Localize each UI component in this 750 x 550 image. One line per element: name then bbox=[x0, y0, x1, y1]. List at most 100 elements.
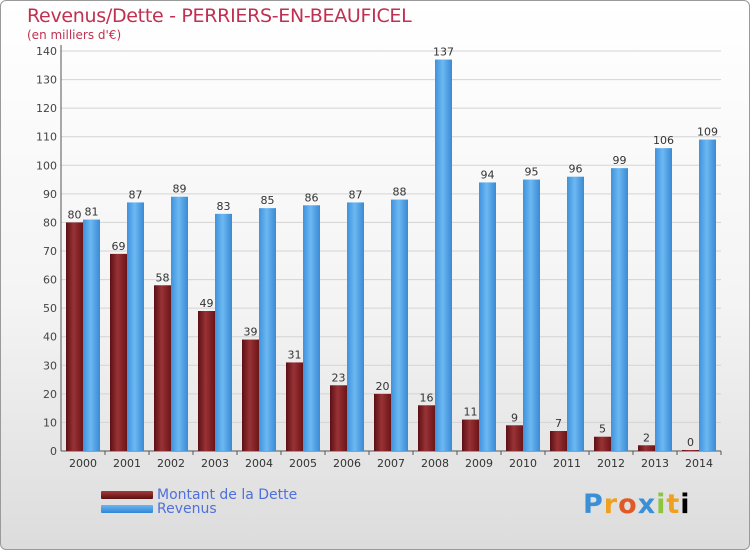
y-tick-label: 10 bbox=[43, 416, 57, 429]
data-label: 88 bbox=[393, 186, 407, 199]
x-tick-label: 2013 bbox=[641, 457, 669, 470]
y-tick-label: 40 bbox=[43, 331, 57, 344]
bar-revenus bbox=[259, 208, 276, 451]
data-label: 49 bbox=[200, 297, 214, 310]
data-label: 87 bbox=[129, 188, 143, 201]
y-tick-label: 60 bbox=[43, 274, 57, 287]
x-tick-label: 2002 bbox=[157, 457, 185, 470]
data-label: 106 bbox=[653, 134, 674, 147]
legend-label-dette: Montant de la Dette bbox=[157, 487, 298, 503]
data-label: 83 bbox=[217, 200, 231, 213]
y-tick-label: 0 bbox=[50, 445, 57, 458]
bar-dette bbox=[506, 425, 523, 451]
legend-label-revenus: Revenus bbox=[157, 501, 217, 517]
data-label: 23 bbox=[332, 371, 346, 384]
data-label: 0 bbox=[687, 436, 694, 449]
bar-dette bbox=[462, 419, 479, 451]
proxiti-logo: Proxiti bbox=[583, 489, 691, 520]
data-label: 16 bbox=[420, 391, 434, 404]
data-label: 31 bbox=[288, 348, 302, 361]
bar-revenus bbox=[303, 205, 320, 451]
data-label: 99 bbox=[613, 154, 627, 167]
bar-dette bbox=[638, 445, 655, 451]
bar-revenus bbox=[611, 168, 628, 451]
x-tick-label: 2007 bbox=[377, 457, 405, 470]
x-tick-label: 2014 bbox=[685, 457, 713, 470]
bar-revenus bbox=[479, 182, 496, 451]
legend-item-revenus: Revenus bbox=[101, 501, 217, 517]
y-tick-label: 140 bbox=[36, 45, 57, 58]
bar-revenus bbox=[435, 59, 452, 451]
x-tick-label: 2012 bbox=[597, 457, 625, 470]
legend-item-dette: Montant de la Dette bbox=[101, 487, 297, 503]
data-label: 137 bbox=[433, 46, 454, 59]
bar-dette bbox=[594, 436, 611, 451]
data-label: 11 bbox=[464, 406, 478, 419]
bar-dette bbox=[286, 362, 303, 451]
data-label: 81 bbox=[85, 206, 99, 219]
y-tick-label: 20 bbox=[43, 388, 57, 401]
bar-revenus bbox=[171, 196, 188, 451]
x-tick-label: 2011 bbox=[553, 457, 581, 470]
x-tick-label: 2010 bbox=[509, 457, 537, 470]
data-label: 96 bbox=[569, 163, 583, 176]
data-label: 109 bbox=[697, 126, 718, 139]
x-tick-label: 2003 bbox=[201, 457, 229, 470]
data-label: 2 bbox=[643, 431, 650, 444]
bar-dette bbox=[66, 222, 83, 451]
bar-dette bbox=[682, 450, 699, 451]
y-tick-label: 110 bbox=[36, 131, 57, 144]
bar-dette bbox=[374, 393, 391, 451]
x-tick-label: 2000 bbox=[69, 457, 97, 470]
bar-dette bbox=[110, 253, 127, 451]
bar-revenus bbox=[567, 176, 584, 451]
data-label: 80 bbox=[68, 208, 82, 221]
bar-dette bbox=[418, 405, 435, 451]
bar-revenus bbox=[699, 139, 716, 452]
x-tick-label: 2005 bbox=[289, 457, 317, 470]
chart-title: Revenus/Dette - PERRIERS-EN-BEAUFICEL bbox=[27, 5, 412, 27]
bar-revenus bbox=[391, 199, 408, 451]
bar-dette bbox=[198, 311, 215, 451]
data-label: 85 bbox=[261, 194, 275, 207]
legend-swatch-dette bbox=[101, 491, 153, 499]
x-tick-label: 2006 bbox=[333, 457, 361, 470]
y-tick-label: 50 bbox=[43, 302, 57, 315]
legend-swatch-revenus bbox=[101, 505, 153, 513]
bar-revenus bbox=[655, 148, 672, 451]
bar-revenus bbox=[127, 202, 144, 451]
x-tick-label: 2001 bbox=[113, 457, 141, 470]
bar-revenus bbox=[347, 202, 364, 451]
y-tick-label: 80 bbox=[43, 216, 57, 229]
data-label: 87 bbox=[349, 188, 363, 201]
data-label: 94 bbox=[481, 168, 495, 181]
chart-subtitle: (en milliers d'€) bbox=[27, 28, 122, 42]
data-label: 86 bbox=[305, 191, 319, 204]
bar-dette bbox=[550, 431, 567, 451]
bar-revenus bbox=[215, 213, 232, 451]
bar-dette bbox=[330, 385, 347, 451]
data-label: 89 bbox=[173, 183, 187, 196]
y-tick-label: 30 bbox=[43, 359, 57, 372]
bar-revenus bbox=[523, 179, 540, 452]
x-tick-label: 2004 bbox=[245, 457, 273, 470]
bar-dette bbox=[154, 285, 171, 451]
bar-dette bbox=[242, 339, 259, 451]
data-label: 69 bbox=[112, 240, 126, 253]
data-label: 20 bbox=[376, 380, 390, 393]
y-tick-label: 120 bbox=[36, 102, 57, 115]
y-tick-label: 90 bbox=[43, 188, 57, 201]
data-label: 39 bbox=[244, 326, 258, 339]
data-label: 58 bbox=[156, 271, 170, 284]
data-label: 5 bbox=[599, 423, 606, 436]
x-tick-label: 2008 bbox=[421, 457, 449, 470]
x-tick-label: 2009 bbox=[465, 457, 493, 470]
data-label: 95 bbox=[525, 166, 539, 179]
y-tick-label: 70 bbox=[43, 245, 57, 258]
data-label: 9 bbox=[511, 411, 518, 424]
y-tick-label: 130 bbox=[36, 74, 57, 87]
y-tick-label: 100 bbox=[36, 159, 57, 172]
data-label: 7 bbox=[555, 417, 562, 430]
